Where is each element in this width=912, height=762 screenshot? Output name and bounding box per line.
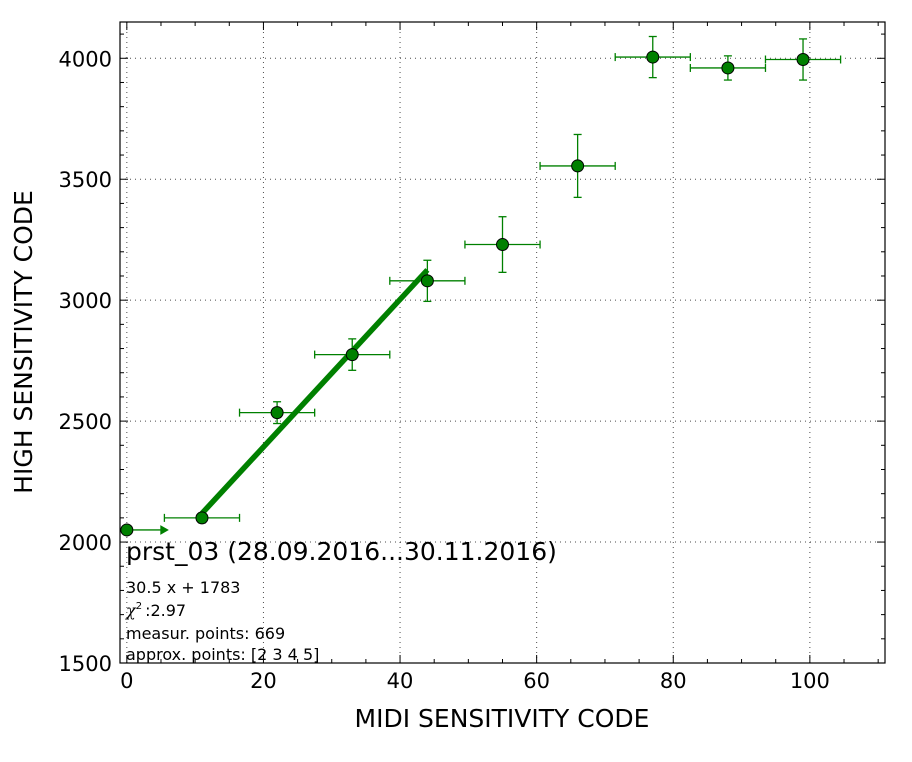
approx-points: approx. points: [2 3 4 5] [126,645,319,664]
grid [120,22,885,663]
data-point [270,406,284,420]
fit-line-layer [199,268,430,516]
y-axis-label: HIGH SENSITIVITY CODE [9,190,38,494]
x-tick-label: 80 [660,669,687,693]
data-point [796,52,810,66]
x-tick-label: 100 [790,669,830,693]
chi-square: χ2:2.97 [125,601,186,620]
y-tick-label: 1500 [59,652,112,676]
chi-square-value: :2.97 [145,601,186,620]
chi-symbol: χ [125,601,137,620]
x-tick-label: 0 [120,669,133,693]
data-point [646,50,660,64]
y-tick-label: 3000 [59,289,112,313]
y-tick-label: 4000 [59,47,112,71]
x-tick-label: 60 [523,669,550,693]
data-point [345,348,359,362]
fit-equation: 30.5 x + 1783 [126,578,240,597]
x-axis-label: MIDI SENSITIVITY CODE [355,704,650,733]
data-point [721,61,735,75]
x-tick-label: 20 [250,669,277,693]
plot-frame [119,21,886,664]
error-bar-layer [122,35,842,535]
x-tick-labels: 0 20 40 60 80 100 [120,669,830,693]
chi-superscript: 2 [136,601,142,612]
y-tick-labels: 1500 2000 2500 3000 3500 4000 [59,47,112,676]
tick-marks [120,22,885,664]
data-point [496,238,509,252]
data-point [571,159,585,173]
y-tick-label: 2500 [59,410,112,434]
x-tick-label: 40 [387,669,414,693]
data-point [420,274,434,288]
data-point [120,523,134,537]
measurement-points: measur. points: 669 [126,624,285,643]
data-point [195,511,209,525]
limit-arrow-head [160,525,169,535]
chart-title: prst_03 (28.09.2016...30.11.2016) [126,537,557,566]
fit-line [199,268,430,516]
point-layer [120,50,810,537]
y-tick-label: 3500 [59,168,112,192]
y-tick-label: 2000 [59,531,112,555]
